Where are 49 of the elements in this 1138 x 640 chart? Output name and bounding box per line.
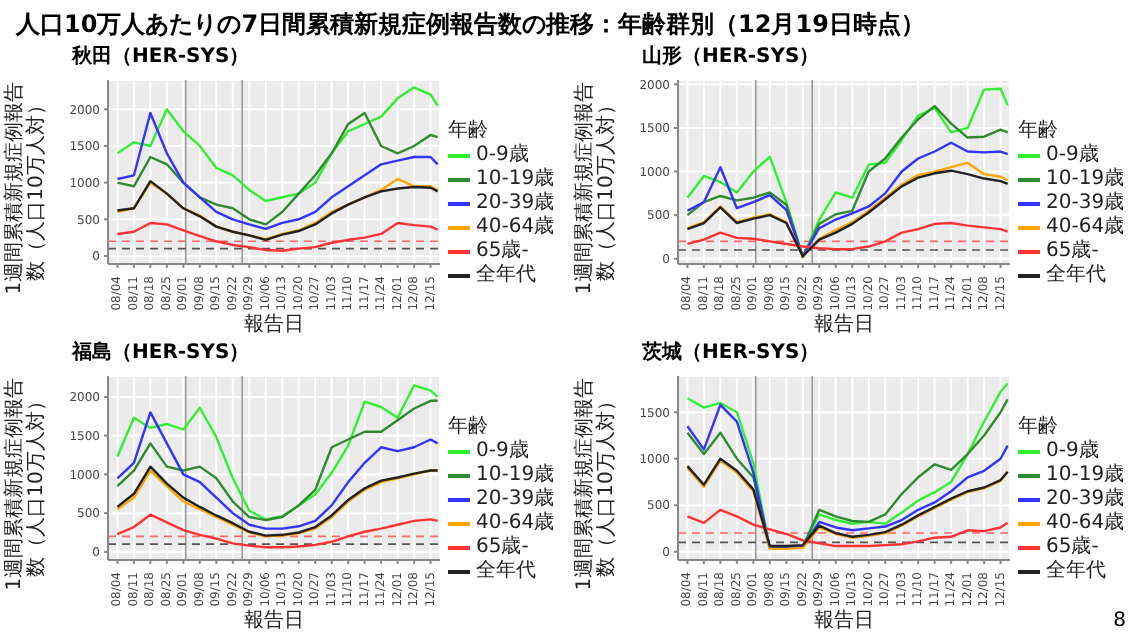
chart-title: 福島（HER-SYS） [69, 340, 252, 368]
legend-label: 全年代 [1046, 560, 1106, 584]
y-axis-title: 1週間累積新規症例報告数（人口10万人対） [2, 81, 48, 295]
legend-label: 全年代 [476, 560, 536, 584]
legend-title: 年齢 [1018, 416, 1060, 440]
x-axis-title: 報告日 [244, 608, 304, 632]
legend-label: 0-9歳 [1046, 440, 1099, 464]
line-series [116, 86, 439, 203]
y-axis-title: 1週間累積新規症例報告数（人口10万人対） [572, 377, 618, 591]
legend-label: 全年代 [476, 264, 536, 288]
legend-label: 0-9歳 [476, 440, 529, 464]
legend-label: 65歳- [476, 240, 529, 264]
text: 8 [1113, 610, 1126, 632]
legend-label: 20-39歳 [1046, 192, 1125, 215]
legend-label: 65歳- [1046, 240, 1099, 264]
legend-label: 20-39歳 [476, 192, 555, 215]
legend-label: 65歳- [476, 536, 529, 560]
x-axis-title: 報告日 [814, 312, 874, 336]
legend-label: 20-39歳 [476, 488, 555, 511]
chart-title: 山形（HER-SYS） [640, 44, 822, 72]
legend-label: 40-64歳 [476, 512, 555, 535]
legend-label: 10-19歳 [476, 464, 555, 487]
legend-title: 年齢 [1018, 120, 1060, 144]
x-axis-title: 報告日 [814, 608, 874, 632]
chart-title: 茨城（HER-SYS） [640, 340, 822, 368]
text: 人口10万人あたりの7日間累積新規症例報告数の推移：年齢群別（12月19日時点） [16, 8, 925, 42]
legend-label: 20-39歳 [1046, 488, 1125, 511]
y-axis-title: 1週間累積新規症例報告数（人口10万人対） [2, 377, 48, 591]
x-axis-title: 報告日 [244, 312, 304, 336]
line-series [686, 221, 1009, 251]
legend-label: 65歳- [1046, 536, 1099, 560]
legend-label: 0-9歳 [1046, 144, 1099, 168]
legend-label: 10-19歳 [1046, 464, 1125, 487]
legend-label: 10-19歳 [476, 168, 555, 191]
legend-label: 40-64歳 [1046, 512, 1125, 535]
line-series [686, 141, 1009, 258]
line-series [116, 221, 439, 252]
legend-label: 40-64歳 [1046, 216, 1125, 239]
legend-label: 0-9歳 [476, 144, 529, 168]
legend-label: 40-64歳 [476, 216, 555, 239]
line-series [686, 508, 1009, 548]
legend-label: 全年代 [1046, 264, 1106, 288]
legend-title: 年齢 [448, 120, 490, 144]
y-axis-title: 1週間累積新規症例報告数（人口10万人対） [572, 81, 618, 295]
chart-title: 秋田（HER-SYS） [69, 44, 252, 72]
legend-label: 10-19歳 [1046, 168, 1125, 191]
line-series [116, 513, 439, 549]
line-series [116, 411, 439, 530]
legend-title: 年齢 [448, 416, 490, 440]
